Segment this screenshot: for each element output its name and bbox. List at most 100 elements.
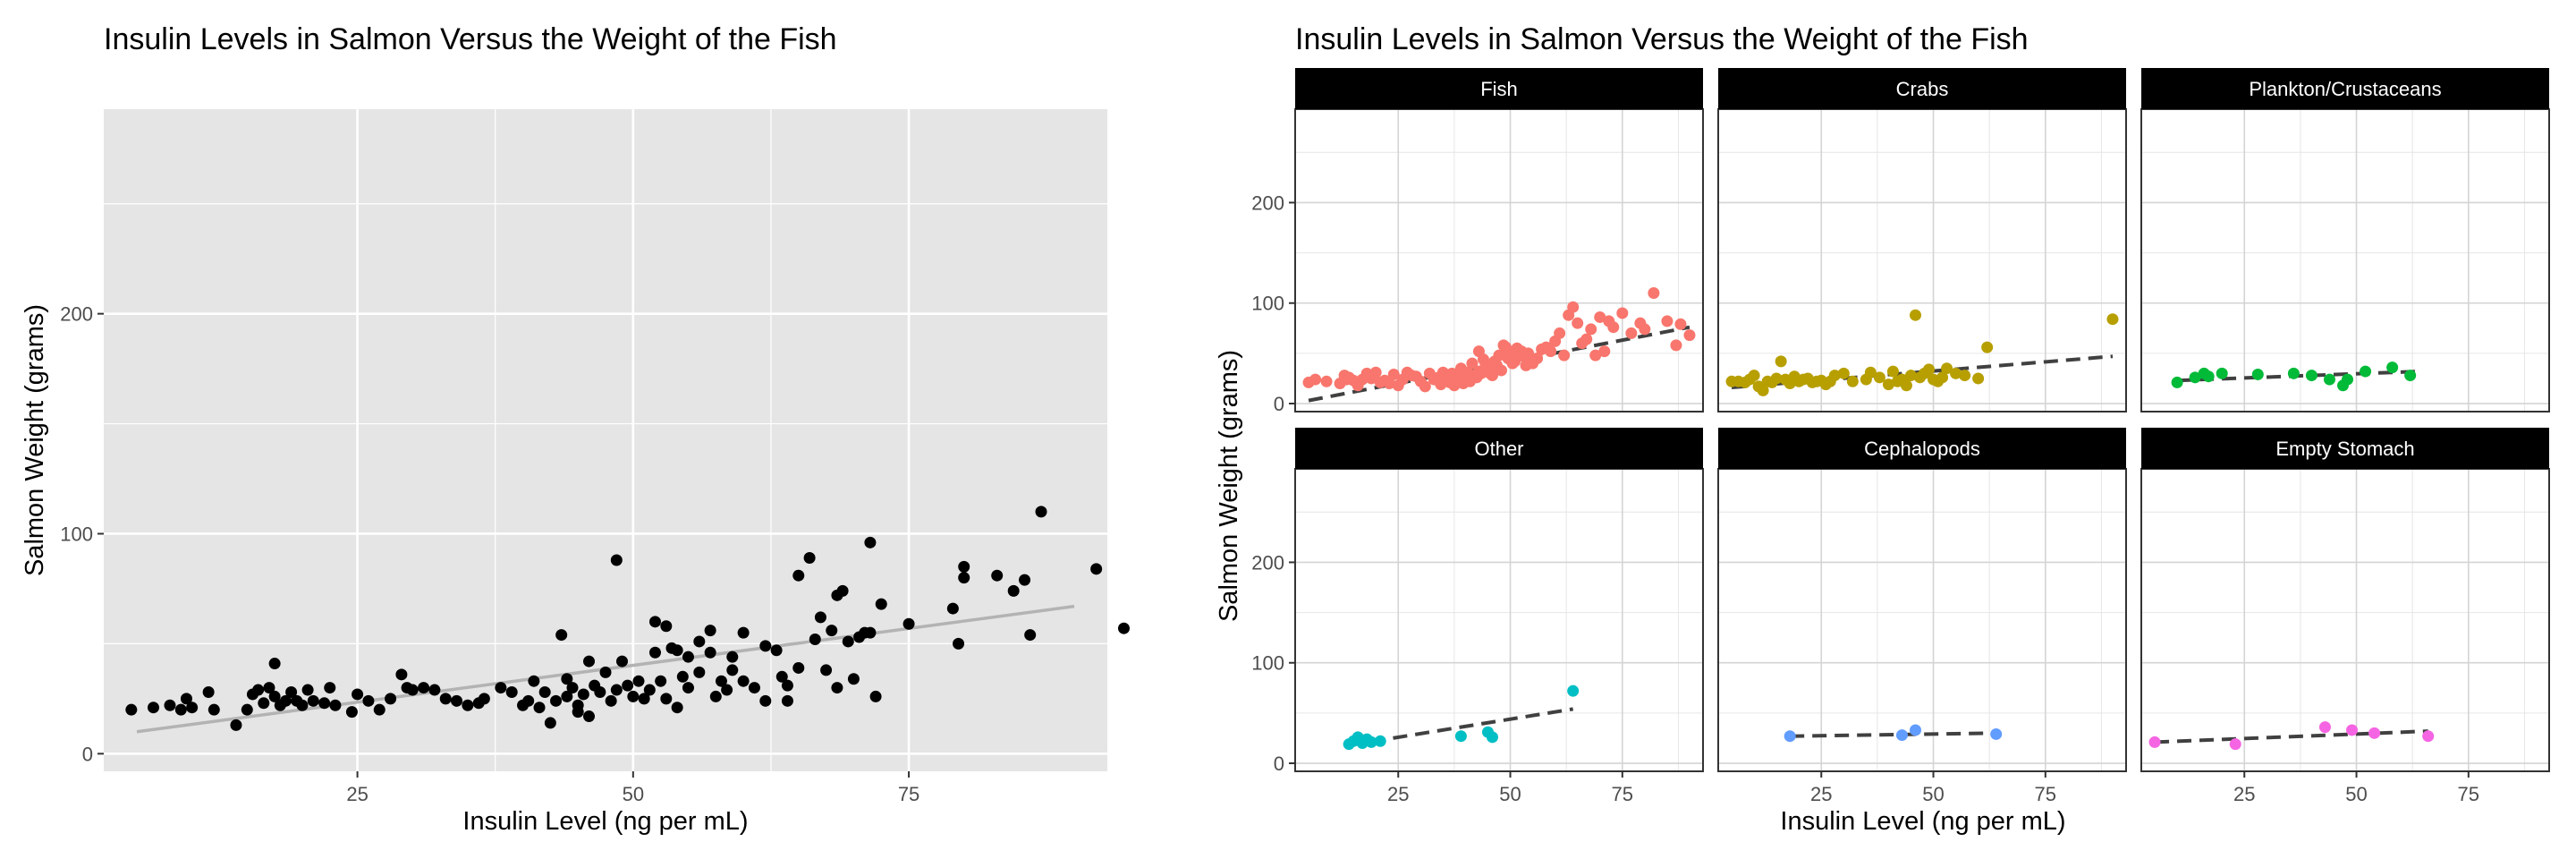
facet-data-point [1661, 315, 1674, 327]
facet-data-point [1670, 339, 1682, 352]
facet-data-point [1757, 384, 1769, 396]
x-tick-label: 75 [1612, 783, 1633, 805]
data-point [781, 694, 793, 707]
facet-strip-label: Plankton/Crustaceans [2249, 78, 2441, 100]
y-tick-label: 0 [1274, 753, 1284, 775]
facet-strip [1295, 68, 1703, 109]
data-point [1019, 574, 1031, 586]
y-tick-label: 0 [1274, 393, 1284, 415]
data-point [550, 694, 563, 707]
facet-trend-line [1308, 325, 1690, 403]
data-point [147, 702, 159, 714]
facet-strip-label: Fish [1480, 78, 1518, 100]
facet-data-point [1594, 310, 1606, 323]
data-point [186, 702, 199, 714]
facet-data-point [2251, 368, 2264, 380]
x-tick-label: 75 [898, 783, 919, 805]
facet-data-point [1873, 371, 1885, 384]
right-y-axis-label: Salmon Weight (grams) [1215, 350, 1243, 622]
facet-data-point [2202, 370, 2215, 383]
data-point [241, 703, 253, 716]
data-point [704, 646, 716, 659]
right-y-tick-labels: 0 100 200 0 100 200 [1251, 191, 1295, 775]
data-point [544, 717, 556, 729]
data-point [632, 675, 645, 687]
data-point [1007, 584, 1020, 597]
facet-panel: Plankton/Crustaceans [2140, 68, 2550, 412]
facet-data-point [1466, 357, 1479, 370]
data-point [258, 697, 270, 710]
facet-data-point [2229, 738, 2241, 751]
data-point [301, 684, 314, 696]
data-point [373, 703, 386, 716]
data-point [318, 697, 331, 710]
data-point [605, 694, 617, 707]
data-point [406, 684, 419, 696]
y-tick-label: 200 [60, 303, 93, 326]
x-tick-label: 25 [2233, 783, 2255, 805]
facet-data-point [1580, 333, 1593, 345]
data-point [671, 702, 683, 714]
facet-data-point [1598, 345, 1611, 358]
left-tick-labels: 25 50 75 0 100 200 [60, 303, 919, 805]
facet-trend-line [2154, 729, 2428, 744]
x-tick-label: 25 [346, 783, 368, 805]
data-point [842, 635, 854, 648]
facet-data-point [2342, 373, 2354, 386]
data-point [528, 675, 540, 687]
data-point [715, 675, 727, 687]
facet-data-point [1828, 370, 1841, 382]
facet-data-point [2148, 736, 2161, 748]
facet-data-point [1923, 363, 1936, 376]
data-point [1035, 506, 1047, 518]
data-point [792, 661, 805, 674]
data-point [759, 694, 772, 707]
facet-data-point [1486, 370, 1498, 382]
data-point [505, 685, 518, 698]
data-point [395, 668, 408, 681]
data-point [748, 682, 760, 694]
data-point [721, 684, 733, 696]
data-point [826, 625, 838, 637]
y-tick-label: 200 [1251, 191, 1284, 214]
facet-data-point [2189, 371, 2201, 384]
facet-data-point [1607, 321, 1620, 334]
data-point [428, 684, 441, 696]
data-point [478, 693, 490, 705]
data-point [285, 685, 298, 698]
facet-data-point [1674, 318, 1687, 330]
data-point [462, 699, 474, 711]
facet-panel: Other [1294, 428, 1704, 772]
x-tick-label: 50 [2345, 783, 2367, 805]
facet-data-point [1846, 375, 1859, 387]
data-point [296, 699, 309, 711]
x-tick-label: 50 [623, 783, 644, 805]
data-point [627, 690, 640, 702]
facet-panel: Cephalopods [1717, 428, 2127, 772]
data-point [622, 679, 634, 692]
data-point [682, 682, 694, 694]
data-point [566, 682, 579, 694]
x-tick-label: 75 [2035, 783, 2056, 805]
facet-data-point [2360, 365, 2372, 378]
left-x-axis-label: Insulin Level (ng per mL) [462, 807, 748, 836]
data-point [252, 684, 265, 696]
facet-data-point [1909, 309, 1921, 321]
data-point [648, 646, 661, 659]
data-point [682, 651, 694, 663]
x-tick-label: 50 [1922, 783, 1944, 805]
data-point [577, 688, 589, 701]
data-point [345, 706, 358, 719]
data-point [615, 655, 628, 668]
data-point [847, 673, 860, 685]
facet-strip [2141, 428, 2549, 469]
data-point [533, 702, 546, 714]
data-point [737, 626, 750, 639]
data-point [538, 685, 551, 698]
facet-panel: Fish [1294, 68, 1704, 412]
facet-data-point [2287, 367, 2300, 379]
facet-data-point [2216, 367, 2228, 379]
facet-data-point [1864, 366, 1877, 378]
y-tick-label: 100 [1251, 652, 1284, 675]
data-point [208, 703, 220, 716]
